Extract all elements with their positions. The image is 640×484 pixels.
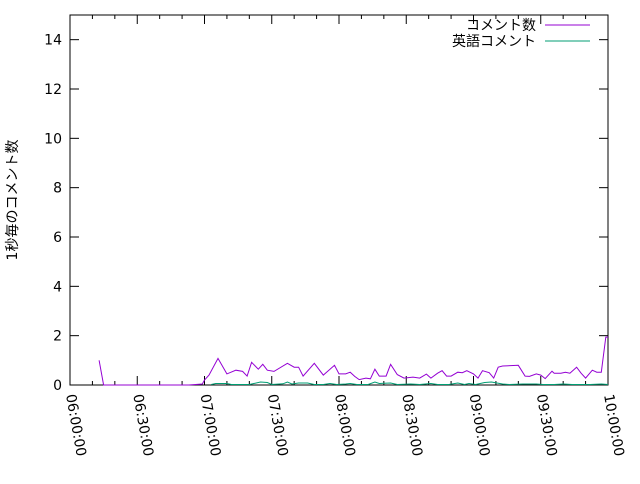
x-tick-label: 09:30:00	[533, 393, 560, 458]
y-tick-label: 6	[53, 230, 62, 246]
y-tick-label: 14	[44, 33, 62, 49]
legend-label: 英語コメント	[452, 33, 536, 50]
y-tick-label: 0	[53, 378, 62, 394]
x-tick-label: 06:00:00	[62, 393, 89, 458]
series-layer	[98, 336, 609, 386]
plot-border	[69, 14, 609, 386]
y-tick-label: 4	[53, 279, 62, 295]
x-tick-label: 10:00:00	[600, 393, 627, 458]
x-tick-label: 08:30:00	[398, 393, 425, 458]
x-tick-label: 07:30:00	[264, 393, 291, 458]
y-tick-label: 8	[53, 181, 62, 197]
legend-label: コメント数	[466, 18, 536, 34]
y-tick-label: 10	[44, 131, 62, 147]
y-axis-label: 1秒毎のコメント数	[5, 140, 21, 261]
series-line	[98, 336, 608, 386]
series-line	[211, 381, 609, 386]
y-tick-label: 12	[44, 82, 62, 98]
x-tick-label: 06:30:00	[129, 393, 156, 458]
axes: 0 2 4 6 8 10 12 14 06:00:00 06:30:00 07:00:00 07:30…	[44, 14, 627, 458]
y-tick-label: 2	[53, 329, 62, 345]
x-tick-label: 07:00:00	[197, 393, 224, 458]
x-tick-label: 08:00:00	[331, 393, 358, 458]
x-tick-label: 09:00:00	[466, 393, 493, 458]
